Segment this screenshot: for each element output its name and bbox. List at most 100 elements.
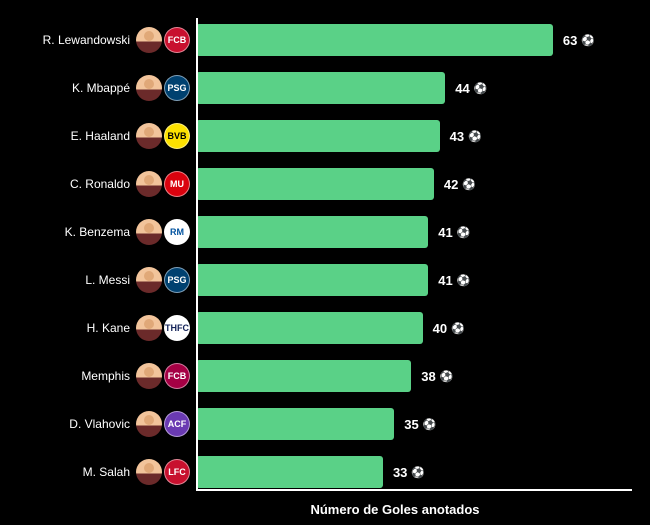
soccer-ball-icon: ⚽	[581, 34, 595, 47]
player-row: H. Kane THFC 40 ⚽	[18, 306, 632, 350]
player-name: K. Benzema	[18, 225, 136, 239]
goals-number: 40	[433, 321, 447, 336]
club-badge: FCB	[164, 363, 190, 389]
player-avatar	[136, 411, 162, 437]
soccer-ball-icon: ⚽	[474, 82, 488, 95]
club-abbrev: ACF	[168, 419, 187, 429]
bar-area: 33 ⚽	[196, 450, 632, 494]
goals-bar	[196, 24, 553, 56]
club-abbrev: PSG	[167, 83, 186, 93]
goals-number: 63	[563, 33, 577, 48]
goals-number: 43	[450, 129, 464, 144]
goals-number: 38	[421, 369, 435, 384]
goals-value: 38 ⚽	[421, 369, 453, 384]
goals-bar	[196, 264, 428, 296]
goals-bar-chart: R. LewandowskiFCB63⚽K. MbappéPSG44⚽E. Ha…	[18, 18, 632, 491]
player-name: H. Kane	[18, 321, 136, 335]
goals-value: 43 ⚽	[450, 129, 482, 144]
soccer-ball-icon: ⚽	[457, 226, 471, 239]
player-name: Memphis	[18, 369, 136, 383]
player-avatar	[136, 75, 162, 101]
player-avatar	[136, 27, 162, 53]
player-row: K. Benzema RM 41 ⚽	[18, 210, 632, 254]
player-row: C. Ronaldo MU 42⚽	[18, 162, 632, 206]
goals-value: 35 ⚽	[404, 417, 436, 432]
player-avatar	[136, 315, 162, 341]
bar-area: 41 ⚽	[196, 210, 632, 254]
player-avatar	[136, 267, 162, 293]
club-abbrev: RM	[170, 227, 184, 237]
club-badge: ACF	[164, 411, 190, 437]
club-abbrev: BVB	[167, 131, 186, 141]
player-avatar	[136, 123, 162, 149]
player-row: K. Mbappé PSG 44 ⚽	[18, 66, 632, 110]
goals-value: 44 ⚽	[455, 81, 487, 96]
club-abbrev: MU	[170, 179, 184, 189]
x-axis-label: Número de Goles anotados	[0, 502, 650, 517]
bar-area: 41 ⚽	[196, 258, 632, 302]
player-avatar	[136, 363, 162, 389]
goals-bar	[196, 216, 428, 248]
player-row: M. Salah LFC 33 ⚽	[18, 450, 632, 494]
bar-area: 38 ⚽	[196, 354, 632, 398]
x-axis	[196, 489, 632, 491]
goals-number: 35	[404, 417, 418, 432]
soccer-ball-icon: ⚽	[462, 178, 476, 191]
club-abbrev: THFC	[165, 323, 189, 333]
soccer-ball-icon: ⚽	[457, 274, 471, 287]
player-row: R. Lewandowski FCB 63 ⚽	[18, 18, 632, 62]
goals-number: 41	[438, 273, 452, 288]
player-name: D. Vlahovic	[18, 417, 136, 431]
club-badge: BVB	[164, 123, 190, 149]
soccer-ball-icon: ⚽	[451, 322, 465, 335]
player-row: E. Haaland BVB 43 ⚽	[18, 114, 632, 158]
club-abbrev: FCB	[168, 371, 187, 381]
club-badge: FCB	[164, 27, 190, 53]
goals-value: 41 ⚽	[438, 273, 470, 288]
soccer-ball-icon: ⚽	[468, 130, 482, 143]
goals-bar	[196, 360, 411, 392]
goals-value: 41 ⚽	[438, 225, 470, 240]
goals-number: 44	[455, 81, 469, 96]
goals-bar	[196, 456, 383, 488]
club-abbrev: PSG	[167, 275, 186, 285]
player-name: C. Ronaldo	[18, 177, 136, 191]
bar-area: 40 ⚽	[196, 306, 632, 350]
player-avatar	[136, 171, 162, 197]
goals-value: 33 ⚽	[393, 465, 425, 480]
goals-number: 33	[393, 465, 407, 480]
goals-bar	[196, 312, 423, 344]
goals-value: 63 ⚽	[563, 33, 595, 48]
bar-area: 43 ⚽	[196, 114, 632, 158]
goals-bar	[196, 120, 440, 152]
goals-value: 40 ⚽	[433, 321, 465, 336]
soccer-ball-icon: ⚽	[440, 370, 454, 383]
bar-area: 63 ⚽	[196, 18, 632, 62]
soccer-ball-icon: ⚽	[411, 466, 425, 479]
player-name: L. Messi	[18, 273, 136, 287]
club-badge: RM	[164, 219, 190, 245]
club-badge: THFC	[164, 315, 190, 341]
club-badge: PSG	[164, 267, 190, 293]
goals-value: 42⚽	[444, 177, 476, 192]
bar-area: 44 ⚽	[196, 66, 632, 110]
goals-bar	[196, 72, 445, 104]
player-row: L. Messi PSG 41 ⚽	[18, 258, 632, 302]
player-row: D. Vlahovic ACF 35 ⚽	[18, 402, 632, 446]
soccer-ball-icon: ⚽	[423, 418, 437, 431]
player-name: K. Mbappé	[18, 81, 136, 95]
club-badge: PSG	[164, 75, 190, 101]
player-name: E. Haaland	[18, 129, 136, 143]
goals-bar	[196, 168, 434, 200]
player-avatar	[136, 219, 162, 245]
y-axis	[196, 18, 198, 491]
player-name: M. Salah	[18, 465, 136, 479]
goals-number: 41	[438, 225, 452, 240]
player-name: R. Lewandowski	[18, 33, 136, 47]
bar-area: 42⚽	[196, 162, 632, 206]
goals-bar	[196, 408, 394, 440]
bar-area: 35 ⚽	[196, 402, 632, 446]
club-abbrev: LFC	[168, 467, 186, 477]
club-badge: LFC	[164, 459, 190, 485]
club-badge: MU	[164, 171, 190, 197]
